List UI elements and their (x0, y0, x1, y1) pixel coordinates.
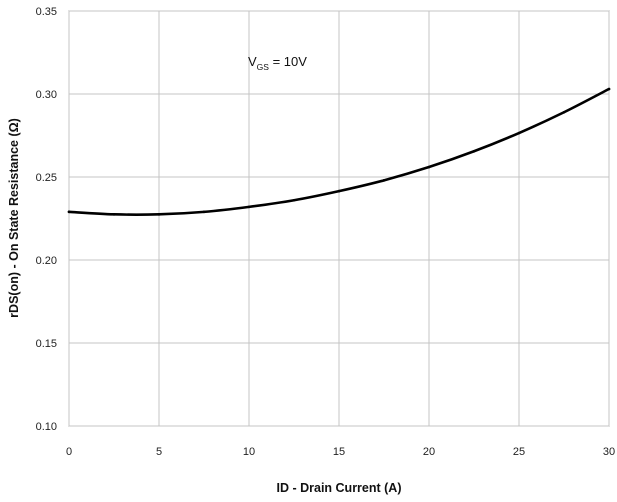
series-0-point-3 (202, 210, 206, 214)
x-tick-label-1: 5 (156, 446, 162, 458)
y-tick-label-1: 0.15 (36, 338, 57, 350)
series-0-point-5 (292, 198, 296, 202)
x-tick-label-5: 25 (513, 446, 525, 458)
x-tick-label-3: 15 (333, 446, 345, 458)
grid (68, 10, 610, 427)
y-tick-labels: 0.10 0.15 0.20 0.25 0.30 0.35 (36, 6, 57, 433)
series-0-point-7 (382, 179, 386, 182)
vgs-annotation-rest: = 10V (269, 54, 307, 69)
y-axis-title: rDS(on) - On State Resistance (Ω) (7, 118, 21, 318)
y-tick-label-2: 0.20 (36, 255, 57, 267)
series-0-point-2 (157, 213, 161, 216)
x-axis-title: ID - Drain Current (A) (277, 481, 402, 495)
y-tick-label-4: 0.30 (36, 89, 57, 101)
x-tick-labels: 0 5 10 15 20 25 30 (66, 446, 615, 458)
vgs-annotation-main: V (248, 54, 257, 69)
x-tick-label-6: 30 (603, 446, 615, 458)
series-0-point-1 (112, 213, 116, 216)
series-0-point-9 (472, 149, 476, 153)
vgs-annotation-sub: GS (257, 62, 270, 72)
series-0-point-10 (517, 131, 521, 135)
series-0-point-11 (562, 110, 566, 114)
series-0-point-12 (607, 87, 611, 91)
series-0-point-0 (67, 210, 71, 214)
x-tick-label-4: 20 (423, 446, 435, 458)
x-tick-label-2: 10 (243, 446, 255, 458)
y-tick-label-0: 0.10 (36, 421, 57, 433)
x-tick-label-0: 0 (66, 446, 72, 458)
series-lines (67, 87, 611, 216)
series-0-point-8 (427, 165, 431, 169)
y-tick-label-5: 0.35 (36, 6, 57, 18)
series-0-point-6 (337, 189, 341, 193)
series-0-point-4 (247, 205, 251, 209)
vgs-annotation: VGS = 10V (248, 54, 307, 72)
y-tick-label-3: 0.25 (36, 172, 57, 184)
